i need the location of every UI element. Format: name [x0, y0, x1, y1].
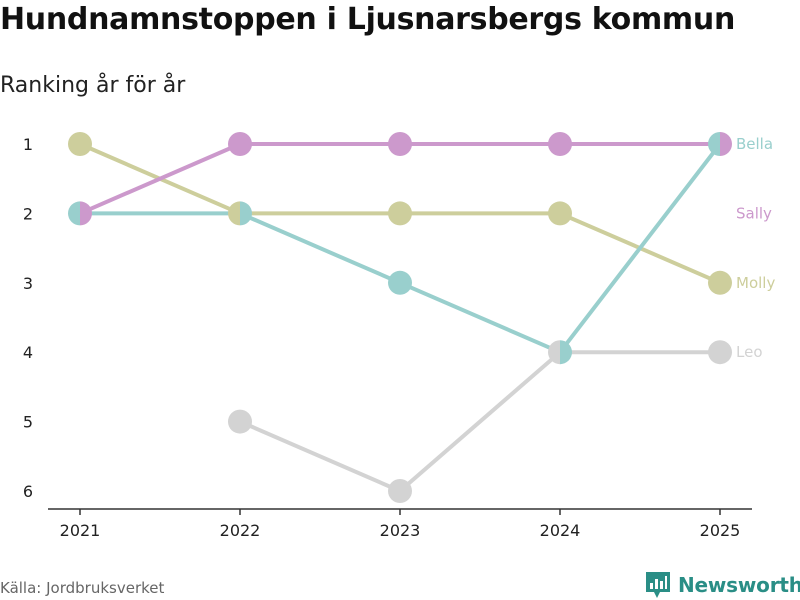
y-axis-ticks: 1 2 3 4 5 6: [23, 135, 33, 501]
x-tick-label: 2024: [540, 521, 581, 540]
x-tick-label: 2021: [60, 521, 101, 540]
point-bella: [708, 132, 720, 156]
y-tick-label: 2: [23, 204, 33, 223]
point-sally: [720, 132, 732, 156]
y-tick-label: 3: [23, 274, 33, 293]
x-axis-ticks: 2021 2022 2023 2024 2025: [60, 509, 741, 540]
point-sally: [80, 201, 92, 226]
point-molly: [68, 132, 92, 156]
series-label-molly: Molly: [736, 274, 775, 292]
point-molly: [228, 201, 240, 226]
point-sally: [548, 132, 572, 156]
y-tick-label: 5: [23, 413, 33, 432]
series-label-bella: Bella: [736, 135, 773, 153]
brand-logo: Newsworthy: [644, 570, 800, 600]
point-bella: [560, 340, 572, 365]
series-line-bella: [78, 142, 722, 355]
point-sally: [388, 132, 412, 156]
source-note: Källa: Jordbruksverket: [0, 579, 165, 597]
y-tick-label: 1: [23, 135, 33, 154]
brand-name: Newsworthy: [678, 573, 800, 597]
y-tick-label: 6: [23, 482, 33, 501]
x-tick-label: 2022: [220, 521, 261, 540]
point-bella: [388, 270, 412, 295]
chart-subtitle: Ranking år för år: [0, 73, 186, 98]
point-leo: [548, 340, 560, 365]
series-line-leo: [238, 350, 722, 493]
point-molly: [708, 270, 732, 295]
point-molly: [388, 201, 412, 226]
y-tick-label: 4: [23, 343, 33, 362]
bar-chart-logo-icon: [646, 572, 670, 598]
point-leo: [708, 340, 732, 365]
chart-title: Hundnamnstoppen i Ljusnarsbergs kommun: [0, 2, 735, 37]
series-label-sally: Sally: [736, 204, 772, 222]
point-leo: [228, 409, 252, 434]
point-leo: [388, 479, 412, 503]
x-tick-label: 2025: [700, 521, 741, 540]
series-lines: [78, 142, 722, 493]
series-labels: Bella Sally Molly Leo: [736, 135, 775, 361]
x-tick-label: 2023: [380, 521, 421, 540]
point-bella: [240, 201, 252, 226]
series-label-leo: Leo: [736, 343, 763, 361]
point-bella: [68, 201, 80, 226]
series-points: [68, 132, 732, 503]
point-molly: [548, 201, 572, 226]
point-sally: [228, 132, 252, 156]
